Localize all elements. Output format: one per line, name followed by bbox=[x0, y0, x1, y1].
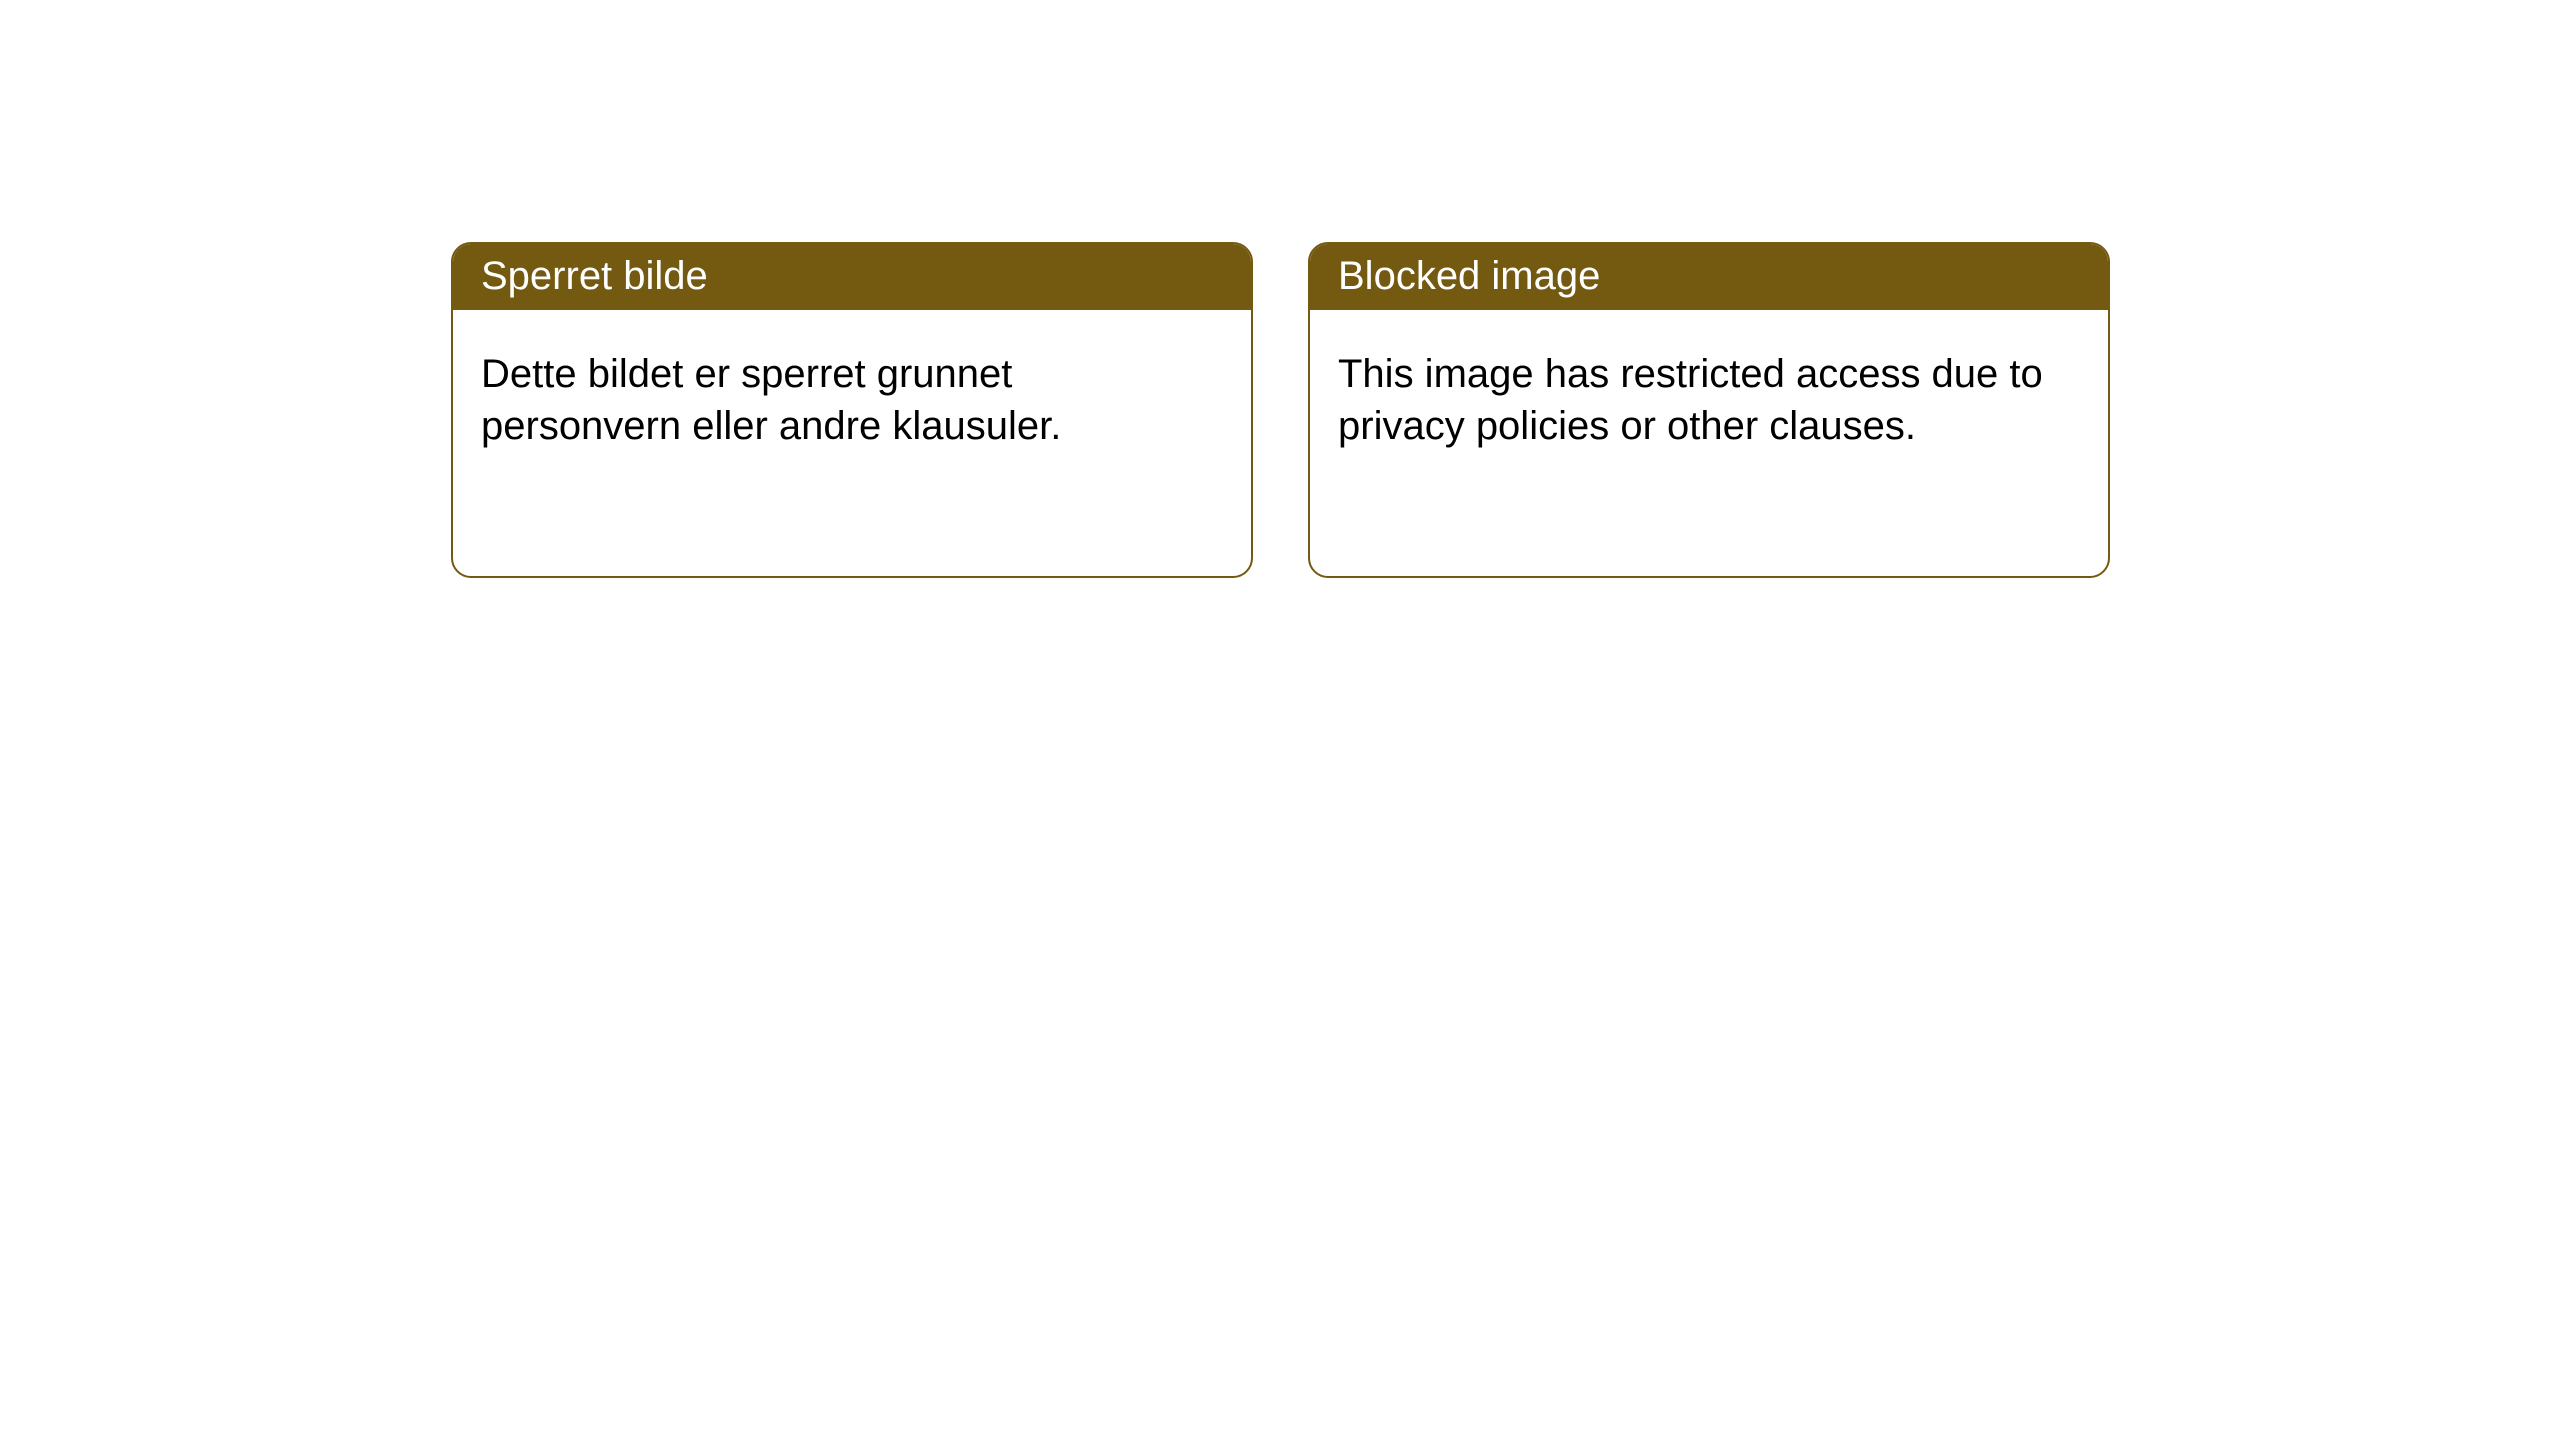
notice-body-english: This image has restricted access due to … bbox=[1310, 310, 2108, 480]
notice-body-norwegian: Dette bildet er sperret grunnet personve… bbox=[453, 310, 1251, 480]
notice-card-english: Blocked image This image has restricted … bbox=[1308, 242, 2110, 578]
notice-card-norwegian: Sperret bilde Dette bildet er sperret gr… bbox=[451, 242, 1253, 578]
notice-header-norwegian: Sperret bilde bbox=[453, 244, 1251, 310]
notice-container: Sperret bilde Dette bildet er sperret gr… bbox=[451, 242, 2110, 578]
notice-text-norwegian: Dette bildet er sperret grunnet personve… bbox=[481, 352, 1061, 448]
notice-title-english: Blocked image bbox=[1338, 254, 1600, 298]
notice-header-english: Blocked image bbox=[1310, 244, 2108, 310]
notice-text-english: This image has restricted access due to … bbox=[1338, 352, 2043, 448]
notice-title-norwegian: Sperret bilde bbox=[481, 254, 708, 298]
